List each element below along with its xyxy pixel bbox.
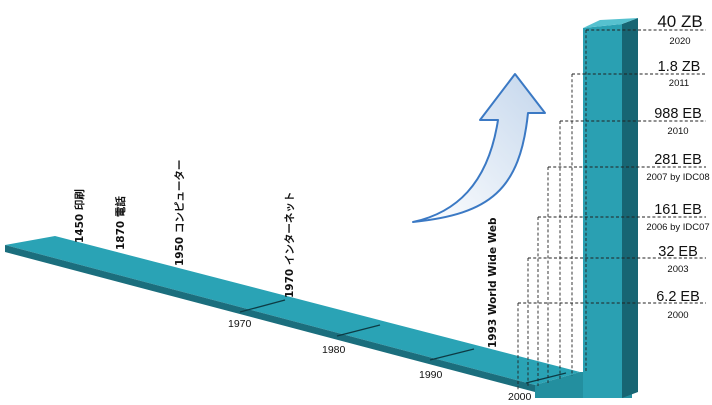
volume-value-40zb: 40 ZB (657, 12, 702, 31)
volume-labels: 40 ZB 2020 1.8 ZB 2011 988 EB 2010 281 E… (646, 12, 709, 321)
timeline-tick-2000 (525, 372, 567, 384)
volume-value-32eb: 32 EB (658, 244, 698, 260)
decade-label-2000: 2000 (508, 391, 532, 403)
decade-label-1990: 1990 (419, 369, 443, 381)
volume-value-281eb: 281 EB (654, 152, 702, 168)
guide-988eb (559, 120, 706, 380)
volume-year-2010: 2010 (667, 126, 688, 137)
decade-label-1970: 1970 (228, 318, 252, 330)
guide-161eb (537, 216, 706, 386)
event-label-printing: 1450 印刷 (73, 189, 86, 243)
volume-year-2020: 2020 (669, 36, 690, 47)
event-labels: 1450 印刷 1870 電話 1950 コンピューター 1970 インターネッ… (73, 160, 499, 348)
volume-year-2011: 2011 (669, 78, 689, 89)
pillar-side (622, 18, 638, 398)
timeline-tick-1990 (429, 348, 475, 361)
volume-value-6-2eb: 6.2 EB (656, 289, 700, 305)
growth-arrow-icon (412, 73, 546, 223)
event-label-www: 1993 World Wide Web (487, 217, 499, 348)
volume-year-2007: 2007 by IDC08 (646, 172, 709, 183)
pillar-front (583, 24, 622, 398)
event-label-telephone: 1870 電話 (114, 196, 127, 250)
event-label-computer: 1950 コンピューター (174, 160, 186, 266)
pillar-top (583, 18, 638, 28)
timeline-tick-1980 (336, 324, 381, 337)
guide-32eb (527, 257, 706, 388)
volume-year-2003: 2003 (667, 264, 688, 275)
timeline-band-top (5, 236, 580, 385)
volume-value-988eb: 988 EB (654, 106, 702, 122)
growth-pillar (583, 18, 638, 398)
guide-40zb (585, 29, 706, 372)
timeline-tick-1970 (239, 299, 286, 313)
decade-labels: 1970 1980 1990 2000 (228, 318, 532, 403)
volume-value-161eb: 161 EB (654, 202, 702, 218)
event-label-internet: 1970 インターネット (284, 192, 296, 298)
volume-value-1-8zb: 1.8 ZB (658, 59, 701, 75)
volume-year-2000: 2000 (667, 310, 688, 321)
timeline-band-front (5, 245, 535, 392)
guide-6-2eb (517, 302, 706, 390)
decade-label-1980: 1980 (322, 344, 346, 356)
guide-1-8zb (571, 73, 706, 376)
volume-guides (517, 29, 706, 390)
timeline-band (5, 236, 580, 392)
volume-year-2006: 2006 by IDC07 (646, 222, 709, 233)
guide-281eb (547, 166, 706, 383)
